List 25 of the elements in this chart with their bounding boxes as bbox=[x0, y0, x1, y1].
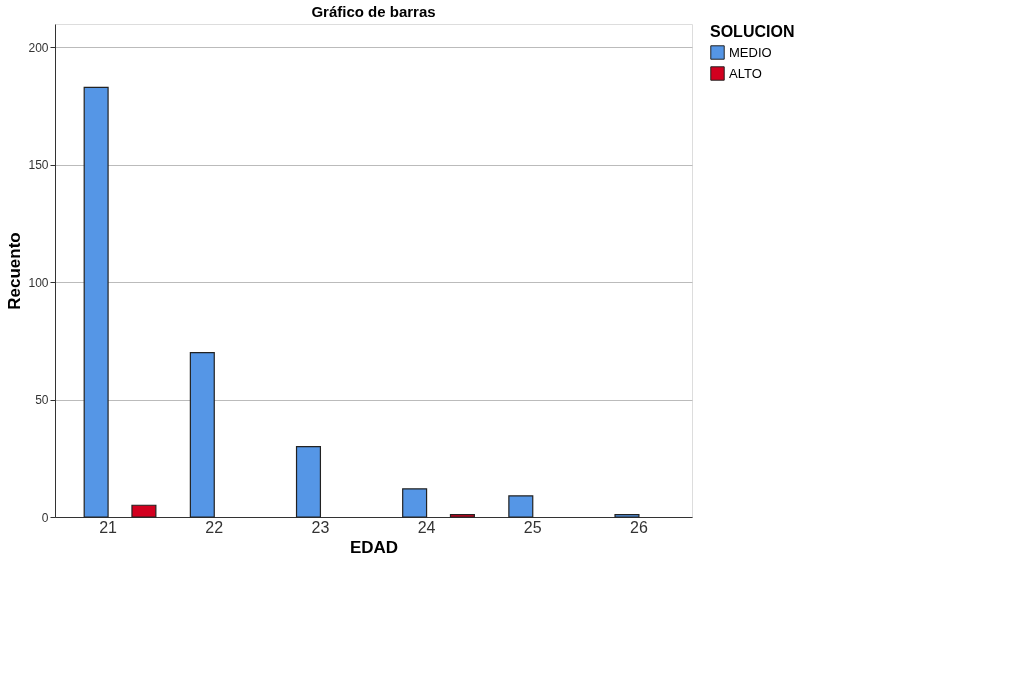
legend-title: SOLUCION bbox=[710, 23, 795, 40]
y-tick-label: 200 bbox=[28, 40, 49, 55]
x-tick-label: 22 bbox=[205, 518, 224, 536]
legend-label: MEDIO bbox=[729, 44, 772, 60]
x-tick-label: 26 bbox=[630, 518, 648, 536]
x-tick-label: 21 bbox=[99, 518, 118, 536]
chart-title: Gráfico de barras bbox=[311, 3, 436, 20]
y-tick-label: 100 bbox=[28, 275, 49, 290]
bar bbox=[614, 514, 640, 518]
bar bbox=[295, 445, 322, 518]
x-tick-label: 24 bbox=[417, 518, 436, 536]
bar bbox=[508, 495, 534, 518]
bar bbox=[131, 504, 157, 518]
legend-label: ALTO bbox=[729, 65, 762, 81]
y-tick-label: 50 bbox=[35, 393, 49, 408]
bar bbox=[83, 86, 109, 518]
bar bbox=[402, 488, 428, 518]
bar bbox=[189, 352, 215, 518]
y-tick-label: 150 bbox=[28, 158, 49, 173]
x-axis-title: EDAD bbox=[349, 537, 399, 557]
x-tick-label: 23 bbox=[311, 518, 330, 536]
bar bbox=[449, 514, 475, 518]
x-tick-label: 25 bbox=[523, 518, 542, 536]
y-tick-label: 0 bbox=[41, 510, 49, 525]
y-axis-title: Recuento bbox=[5, 232, 25, 310]
